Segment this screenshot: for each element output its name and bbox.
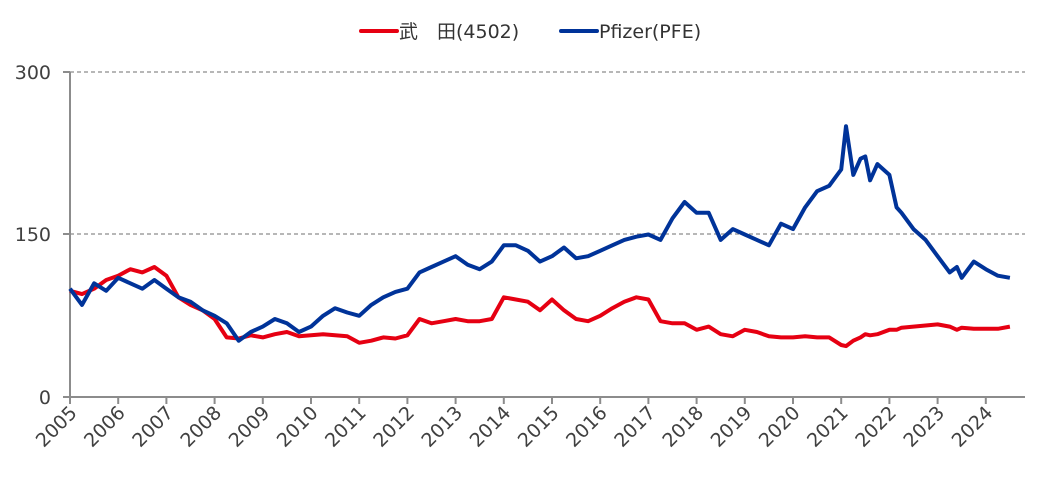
x-tick-2010: 2010	[273, 402, 323, 452]
x-axis: 2005200620072008200920102011201220132014…	[32, 396, 1025, 452]
x-tick-2011: 2011	[321, 402, 371, 452]
legend-item-takeda: 武 田(4502)	[359, 21, 519, 43]
series-line-pfizer	[68, 124, 1011, 343]
y-tick-150: 150	[15, 224, 51, 246]
x-tick-2009: 2009	[225, 402, 275, 452]
x-tick-2017: 2017	[610, 402, 660, 452]
y-tick-300: 300	[15, 62, 51, 84]
x-tick-2007: 2007	[128, 402, 178, 452]
legend: 武 田(4502) Pfizer(PFE)	[359, 21, 701, 43]
x-tick-2020: 2020	[755, 402, 805, 452]
x-tick-2006: 2006	[80, 402, 130, 452]
x-tick-2008: 2008	[176, 402, 226, 452]
x-tick-2013: 2013	[417, 402, 467, 452]
x-tick-2023: 2023	[899, 402, 949, 452]
x-tick-2022: 2022	[851, 402, 901, 452]
gridlines	[70, 71, 1025, 235]
series-line-takeda	[69, 265, 1011, 349]
x-tick-2021: 2021	[803, 402, 853, 452]
legend-item-pfizer: Pfizer(PFE)	[559, 21, 701, 43]
legend-label-takeda: 武 田(4502)	[399, 21, 519, 43]
x-tick-2014: 2014	[466, 402, 516, 452]
y-tick-0: 0	[39, 387, 51, 409]
x-tick-2015: 2015	[514, 402, 564, 452]
x-tick-2016: 2016	[562, 402, 612, 452]
x-tick-2018: 2018	[658, 402, 708, 452]
x-tick-2019: 2019	[707, 402, 757, 452]
x-tick-2024: 2024	[948, 402, 998, 452]
x-tick-2005: 2005	[32, 402, 82, 452]
legend-label-pfizer: Pfizer(PFE)	[599, 21, 701, 43]
y-axis: 300 150 0	[15, 62, 71, 409]
x-tick-2012: 2012	[369, 402, 419, 452]
